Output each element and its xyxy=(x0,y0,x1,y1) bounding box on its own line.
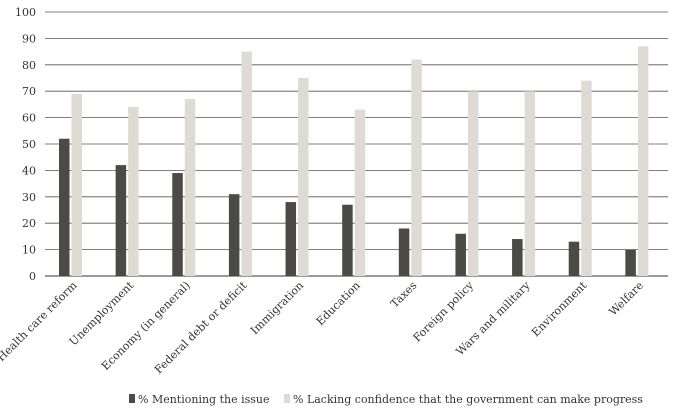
legend-label-lacking-confidence: % Lacking confidence that the government… xyxy=(293,393,643,406)
x-tick-label: Environment xyxy=(529,279,590,340)
y-tick-label: 80 xyxy=(22,59,36,72)
bar-lacking-confidence xyxy=(354,109,366,277)
y-axis: 0 10 20 30 40 50 60 70 80 90 100 xyxy=(15,6,36,283)
bar-lacking-confidence xyxy=(581,80,592,276)
bar-lacking-confidence xyxy=(241,51,252,276)
bar-mentioning xyxy=(59,138,70,276)
bar-lacking-confidence xyxy=(637,46,649,276)
bar-mentioning xyxy=(455,233,466,276)
legend: % Mentioning the issue % Lacking confide… xyxy=(129,393,643,406)
bar-lacking-confidence xyxy=(467,91,479,276)
legend-label-mentioning: % Mentioning the issue xyxy=(138,393,270,406)
bar-lacking-confidence xyxy=(411,59,422,276)
y-tick-label: 20 xyxy=(22,217,36,230)
legend-swatch-mentioning xyxy=(129,394,135,403)
bar-lacking-confidence xyxy=(298,78,309,276)
bar-mentioning xyxy=(115,165,127,276)
bar-mentioning xyxy=(625,249,636,276)
x-tick-label: Immigration xyxy=(248,279,306,337)
y-tick-label: 30 xyxy=(22,191,36,204)
x-tick-label: Taxes xyxy=(388,279,420,311)
y-tick-label: 70 xyxy=(22,85,36,98)
bar-mentioning xyxy=(285,202,297,276)
y-tick-label: 60 xyxy=(22,112,36,125)
y-tick-label: 100 xyxy=(15,6,36,19)
bar-lacking-confidence xyxy=(184,99,196,277)
x-tick-label: Welfare xyxy=(606,279,645,318)
x-tick-label: Health care reform xyxy=(0,279,80,364)
bar-mentioning xyxy=(228,194,240,276)
bar-lacking-confidence xyxy=(71,93,82,276)
bar-mentioning xyxy=(342,204,353,276)
y-tick-label: 40 xyxy=(22,164,36,177)
bars xyxy=(59,46,649,277)
bar-lacking-confidence xyxy=(524,91,536,276)
bar-lacking-confidence xyxy=(128,107,139,276)
legend-swatch-lacking-confidence xyxy=(284,394,290,403)
x-tick-label: Federal debt or deficit xyxy=(152,279,250,377)
bar-mentioning xyxy=(172,173,183,276)
y-tick-label: 90 xyxy=(22,32,36,45)
bar-mentioning xyxy=(512,239,523,276)
x-tick-label: Education xyxy=(314,279,363,328)
y-tick-label: 50 xyxy=(22,138,36,151)
bar-mentioning xyxy=(398,228,410,276)
bar-mentioning xyxy=(568,241,580,276)
y-tick-label: 0 xyxy=(29,270,36,283)
y-tick-label: 10 xyxy=(22,244,36,257)
